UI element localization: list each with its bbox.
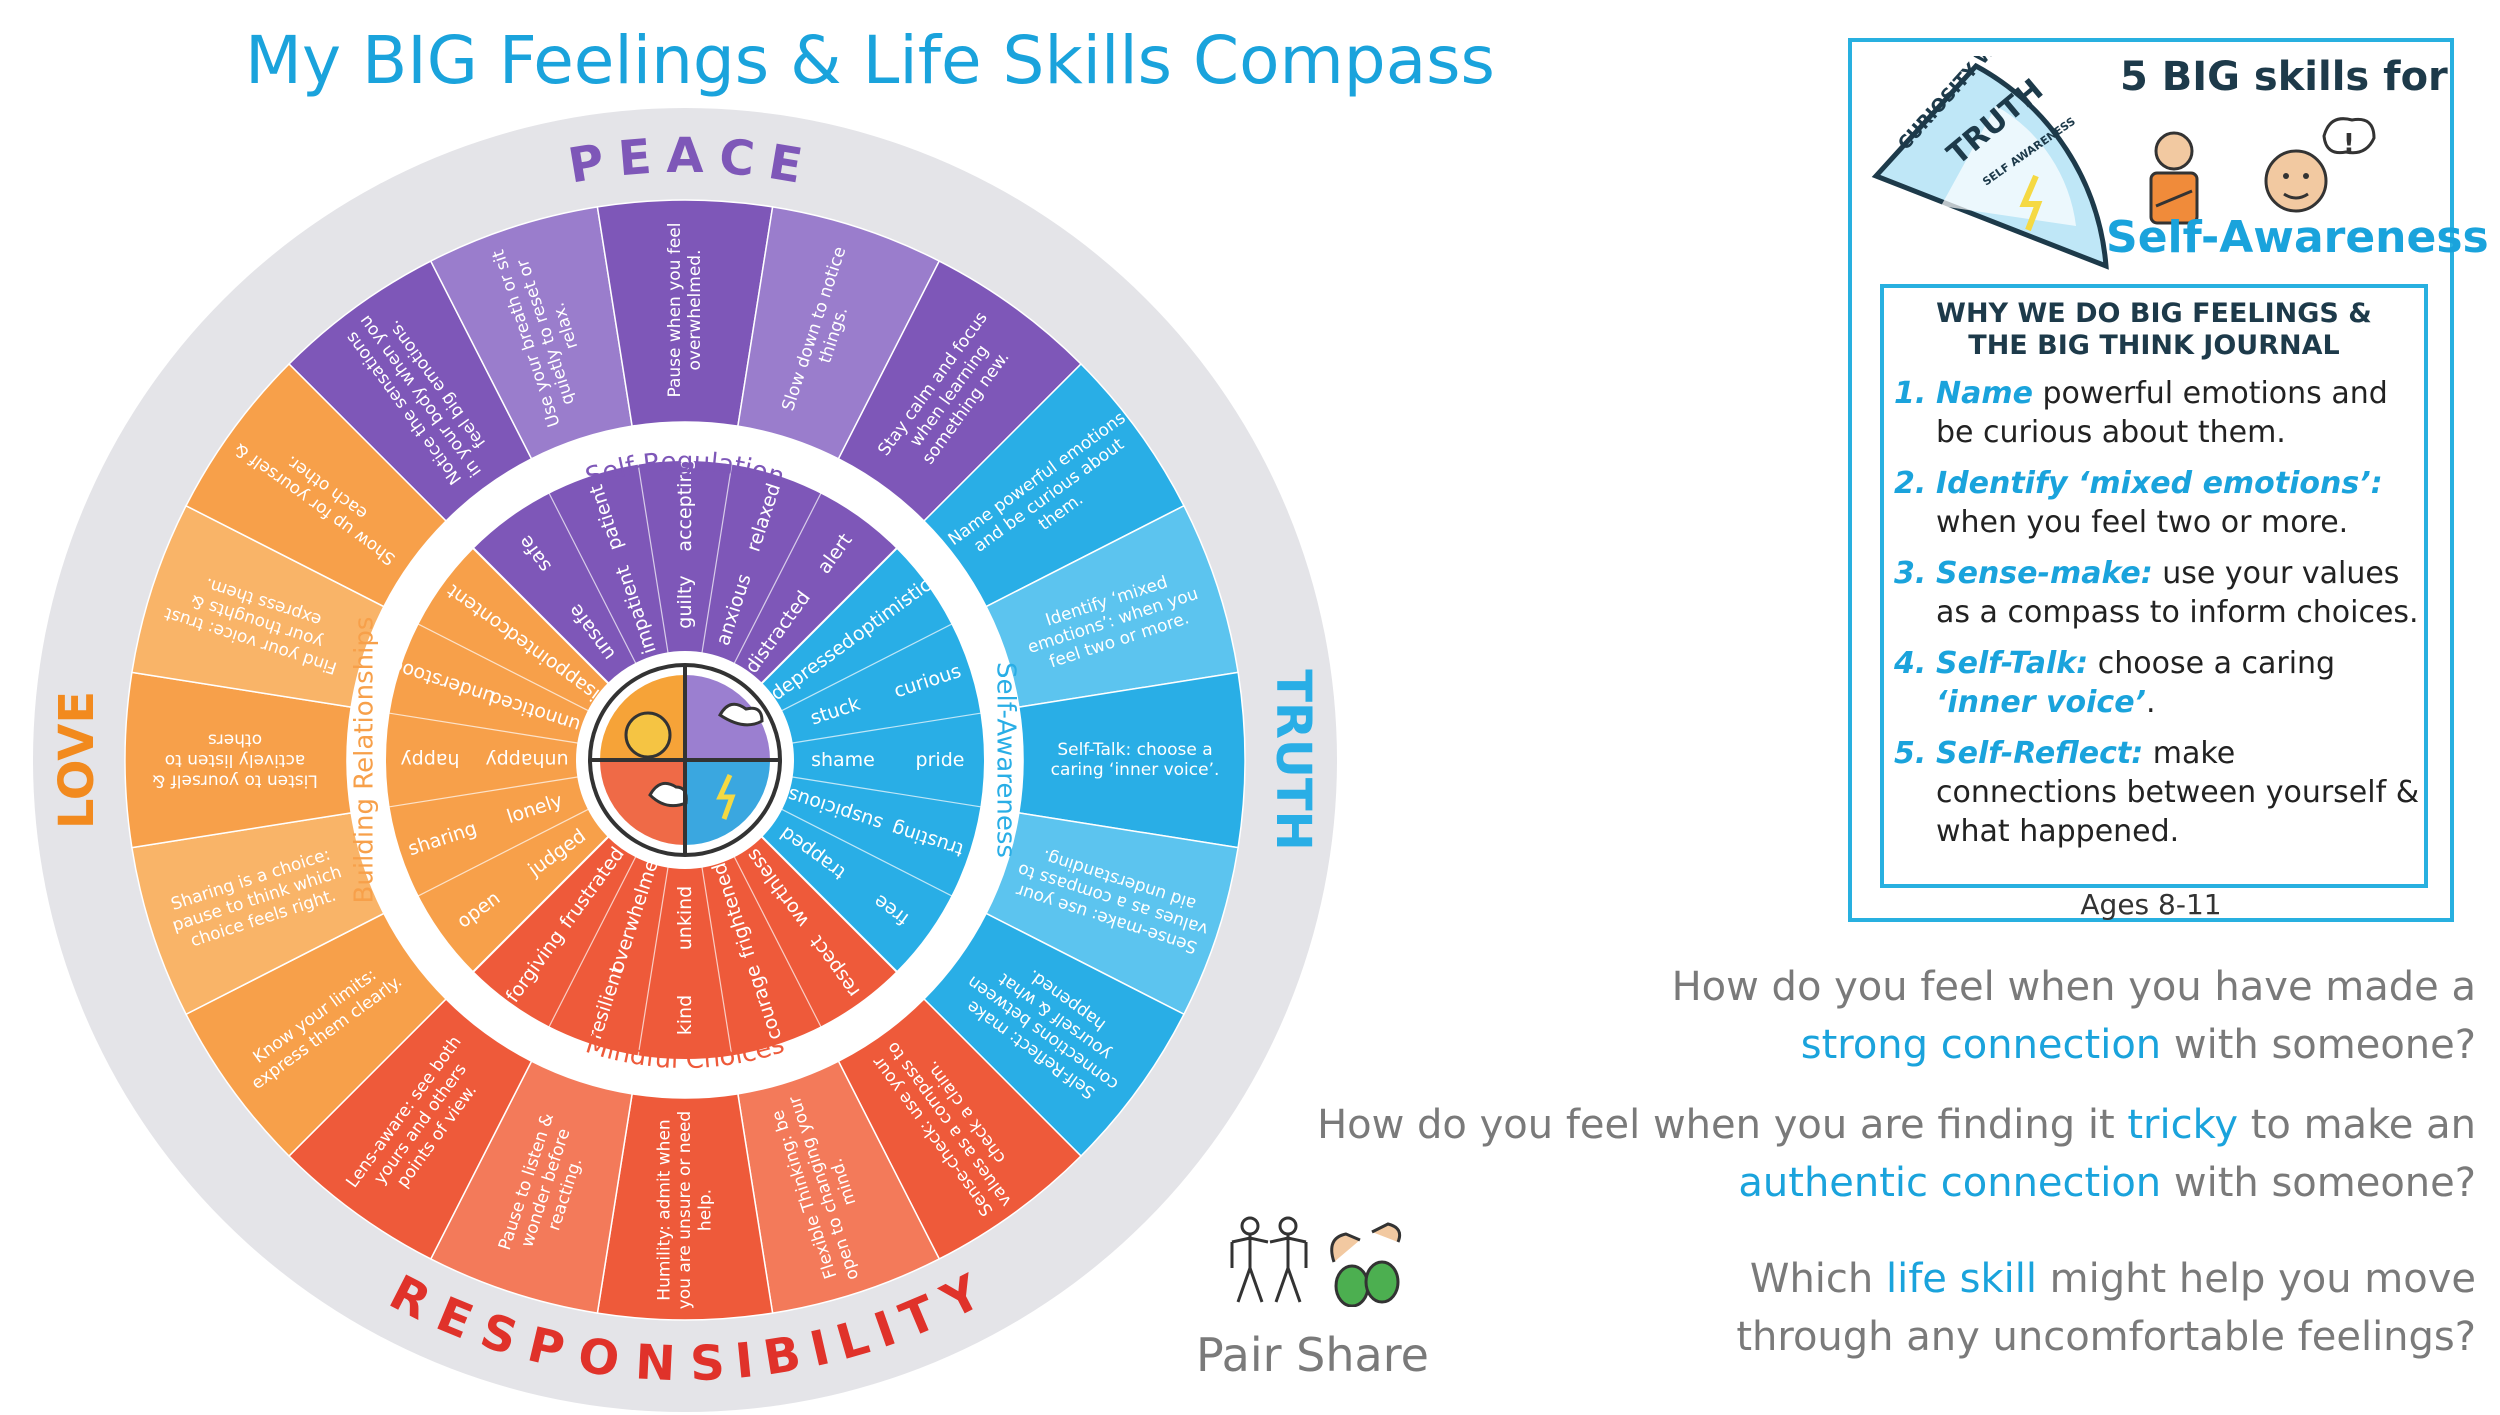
feeling-word: guilty bbox=[674, 575, 696, 628]
feeling-word: pride bbox=[916, 749, 965, 771]
feeling-word: happy bbox=[400, 750, 459, 772]
feeling-word: kind bbox=[674, 995, 696, 1035]
feeling-word: accepting bbox=[674, 458, 696, 551]
card-subheading: Self-Awareness bbox=[2106, 212, 2489, 263]
pair-share-label: Pair Share bbox=[1196, 1328, 1429, 1382]
why-box: WHY WE DO BIG FEELINGS & THE BIG THINK J… bbox=[1880, 284, 2428, 888]
truth-wedge-illustration: CURIOSITY WITH CARE TRUTH SELF AWARENESS… bbox=[1871, 56, 2376, 270]
list-item: 1. Name powerful emotions and be curious … bbox=[1894, 376, 2388, 450]
question-2: How do you feel when you are finding it … bbox=[1317, 1102, 2476, 1206]
ring-band bbox=[445, 974, 925, 1098]
feeling-word: shame bbox=[811, 749, 875, 771]
skill-text: Listen to yourself &actively listen toot… bbox=[152, 730, 318, 791]
skill-text: Self-Talk: choose a caring ‘inner voice’. bbox=[1051, 740, 1220, 780]
feelings-band bbox=[471, 459, 899, 686]
ages-label: Ages 8-11 bbox=[2080, 888, 2222, 921]
love-label: LOVE bbox=[49, 691, 105, 829]
feelings-band bbox=[759, 546, 986, 974]
feeling-word: unkind bbox=[674, 886, 696, 950]
person-icon bbox=[2149, 131, 2199, 225]
ring-band bbox=[445, 421, 925, 546]
feeling-word: unhappy bbox=[485, 750, 568, 772]
skills-list: 1. Name powerful emotions and be curious … bbox=[1894, 374, 2424, 863]
pair-share-icon bbox=[1230, 1216, 1402, 1307]
question-1: How do you feel when you have made a str… bbox=[1671, 964, 2476, 1068]
feelings-band bbox=[384, 546, 611, 974]
weather-hub-icon bbox=[588, 663, 782, 857]
skill-text: Humility: admit whenyou are unsure or ne… bbox=[655, 1111, 716, 1309]
truth-label: TRUTH bbox=[1265, 669, 1321, 851]
building-relationships-label: Building Relationships bbox=[350, 617, 380, 904]
why-heading: WHY WE DO BIG FEELINGS & THE BIG THINK J… bbox=[1936, 298, 2372, 361]
question-3: Which life skill might help you move thr… bbox=[1736, 1256, 2476, 1360]
self-awareness-card: CURIOSITY WITH CARE TRUTH SELF AWARENESS… bbox=[1848, 38, 2489, 922]
list-item: 5. Self-Reflect: make connections between… bbox=[1894, 736, 2420, 849]
list-item: 3. Sense-make: use your values as a compa… bbox=[1894, 556, 2419, 630]
card-heading: 5 BIG skills for bbox=[2120, 54, 2448, 100]
svg-text:!: ! bbox=[2343, 129, 2355, 159]
page-title: My BIG Feelings & Life Skills Compass bbox=[245, 22, 1495, 99]
skill-text: Pause when you feeloverwhelmed. bbox=[665, 223, 705, 398]
thinking-face-icon: ! bbox=[2264, 117, 2376, 213]
ring-band bbox=[899, 520, 1023, 1000]
list-item: 2. Identify ‘mixed emotions’: when you fe… bbox=[1894, 466, 2383, 540]
self-awareness-label: Self-Awareness bbox=[991, 662, 1021, 858]
feelings-band bbox=[471, 834, 899, 1061]
feelings-compass-wheel: Notice the sensationsin your body when y… bbox=[33, 108, 1337, 1412]
list-item: 4. Self-Talk: choose a caring ‘inner voic… bbox=[1894, 646, 2336, 720]
ring-band bbox=[347, 520, 471, 1000]
